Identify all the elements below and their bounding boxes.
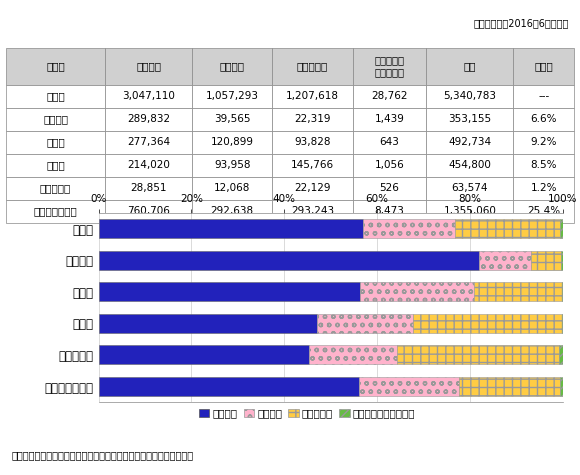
Bar bbox=[397, 345, 559, 364]
Bar bbox=[359, 377, 459, 396]
Text: 不動産業は「不動産取引業」と「不動産賃貸業・管理業」の合計値。: 不動産業は「不動産取引業」と「不動産賃貸業・管理業」の合計値。 bbox=[12, 450, 194, 460]
Bar bbox=[560, 377, 563, 396]
Bar bbox=[559, 345, 563, 364]
Text: （単位：所。2016年6月現在）: （単位：所。2016年6月現在） bbox=[473, 18, 568, 28]
Bar bbox=[99, 219, 363, 238]
Bar bbox=[531, 251, 561, 270]
Bar bbox=[99, 345, 309, 364]
Bar bbox=[562, 282, 563, 301]
Bar bbox=[480, 251, 531, 270]
Bar bbox=[413, 314, 561, 333]
Bar bbox=[360, 282, 474, 301]
Bar bbox=[99, 377, 359, 396]
Bar bbox=[99, 282, 360, 301]
Bar bbox=[455, 219, 560, 238]
Bar bbox=[309, 345, 397, 364]
Bar bbox=[560, 219, 563, 238]
Bar bbox=[99, 314, 317, 333]
Bar bbox=[317, 314, 413, 333]
Bar bbox=[99, 251, 480, 270]
Legend: １～４人, ５～９人, １０人以上, 出向・派遣従業者のみ: １～４人, ５～９人, １０人以上, 出向・派遣従業者のみ bbox=[194, 404, 419, 423]
Bar bbox=[459, 377, 560, 396]
Bar bbox=[561, 251, 563, 270]
Bar bbox=[363, 219, 455, 238]
Bar bbox=[561, 314, 563, 333]
Bar bbox=[474, 282, 562, 301]
